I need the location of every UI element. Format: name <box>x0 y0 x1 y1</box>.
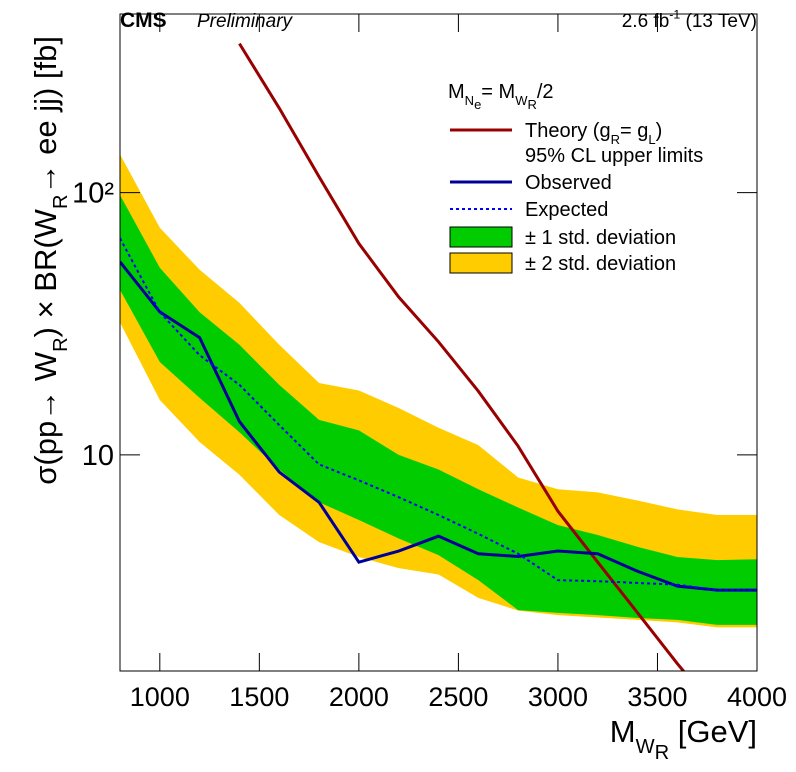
legend-title-part: /2 <box>537 81 554 103</box>
legend-title-part: e <box>474 97 481 112</box>
legend-label-part: R <box>611 132 620 147</box>
legend-label: Expected <box>525 199 608 221</box>
y-axis-label: σ(pp→ WR) × BR(WR→ ee jj) [fb] <box>28 36 72 485</box>
x-tick-label: 4000 <box>727 682 787 712</box>
legend-title-part: N <box>465 93 474 108</box>
x-tick-label: 3500 <box>627 682 687 712</box>
x-axis-label-part: W <box>636 736 655 758</box>
x-tick-label: 2500 <box>428 682 488 712</box>
legend-label-part: = g <box>620 120 648 142</box>
x-axis-label-part: M <box>610 714 636 749</box>
y-axis-label-part: ) × BR(W <box>28 208 63 337</box>
x-tick-label: 1000 <box>130 682 190 712</box>
y-tick-label: 10² <box>72 178 114 210</box>
line <box>120 260 757 592</box>
line <box>238 42 686 671</box>
y-axis-label-part: → ee jj) [fb] <box>28 36 63 195</box>
legend-label: Theory (gR= gL) <box>525 120 662 147</box>
legend-title-part: = M <box>481 81 515 103</box>
legend-note: 95% CL upper limits <box>525 145 703 167</box>
lumi-part: -1 <box>669 7 680 21</box>
y-tick-label: 10 <box>82 440 114 472</box>
x-tick-label: 3000 <box>528 682 588 712</box>
x-tick-label: 1500 <box>229 682 289 712</box>
band <box>120 194 757 625</box>
x-axis-label-part: R <box>655 742 670 764</box>
band <box>120 154 757 628</box>
lumi-part: (13 TeV) <box>680 11 757 32</box>
x-axis-label-part: [GeV] <box>669 714 757 749</box>
line <box>120 237 757 592</box>
lumi: 2.6 fb-1 (13 TeV) <box>622 7 757 32</box>
frame <box>119 13 758 672</box>
legend-swatch <box>449 226 513 248</box>
legend-title-part: W <box>515 93 528 108</box>
legend-label: Observed <box>525 172 612 194</box>
status: Preliminary <box>197 11 294 32</box>
legend-swatch <box>449 252 513 274</box>
x-tick-label: 2000 <box>329 682 389 712</box>
x-axis-label: MWR [GeV] <box>610 714 757 764</box>
y-axis-label-part: R <box>50 195 72 210</box>
legend-title-part: M <box>448 81 465 103</box>
legend-label: ± 1 std. deviation <box>525 227 676 249</box>
experiment: CMS <box>120 9 167 32</box>
plot-area <box>120 42 757 671</box>
y-axis-label-part: R <box>50 337 72 352</box>
legend-title: MNe= MWR/2 <box>448 81 554 112</box>
lumi-part: 2.6 fb <box>622 11 670 32</box>
legend-label-part: ) <box>656 120 663 142</box>
y-axis-label-part: σ(pp→ W <box>28 351 63 485</box>
legend-title-part: R <box>527 97 536 112</box>
legend-label-part: Theory (g <box>525 120 611 142</box>
legend-label: ± 2 std. deviation <box>525 253 676 275</box>
legend-label-part: L <box>648 132 655 147</box>
